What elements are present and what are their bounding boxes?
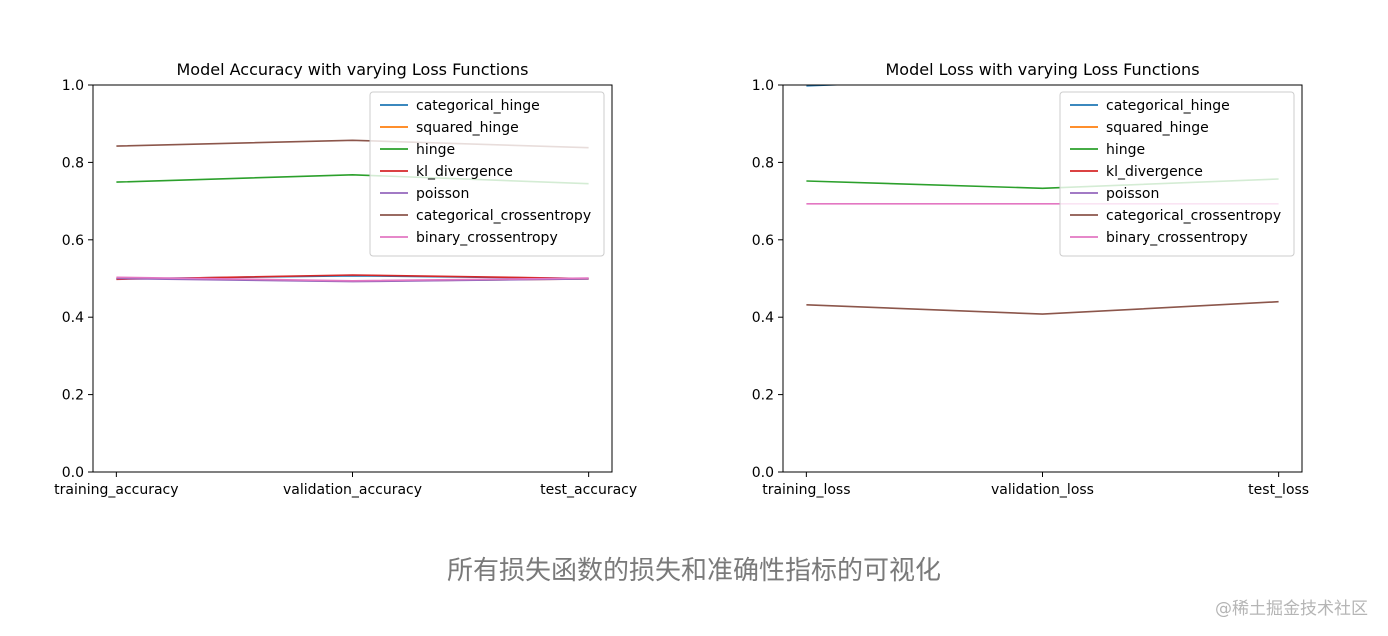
x-tick-label: test_loss — [1248, 482, 1309, 498]
y-tick-label: 0.4 — [62, 310, 84, 326]
y-tick-label: 0.8 — [62, 155, 84, 171]
legend-label: poisson — [416, 186, 469, 202]
legend-box — [369, 91, 605, 257]
y-tick-label: 0.6 — [62, 233, 84, 249]
x-tick-label: training_loss — [762, 482, 850, 498]
legend-box — [1059, 91, 1295, 257]
y-tick-label: 0.6 — [752, 233, 774, 249]
x-tick-label: validation_accuracy — [283, 482, 422, 498]
series-line-categorical-crossentropy — [806, 300, 1279, 315]
legend-label: kl_divergence — [416, 164, 513, 180]
legend-label: categorical_crossentropy — [1106, 208, 1281, 224]
watermark: @稀土掘金技术社区 — [1215, 599, 1368, 619]
y-tick-label: 0.0 — [62, 465, 84, 481]
legend-label: poisson — [1106, 186, 1159, 202]
series-lines — [116, 139, 589, 283]
chart-panel-2: Model Loss with varying Loss Functions 0.… — [752, 60, 1309, 498]
legend-label: categorical_hinge — [416, 98, 540, 114]
legend-label: hinge — [1106, 142, 1145, 158]
figure-caption: 所有损失函数的损失和准确性指标的可视化 — [446, 556, 941, 586]
chart-title: Model Accuracy with varying Loss Functio… — [176, 60, 528, 79]
y-tick-label: 0.0 — [752, 465, 774, 481]
legend-label: kl_divergence — [1106, 164, 1203, 180]
legend-label: binary_crossentropy — [1106, 230, 1248, 246]
chart-panel-1: Model Accuracy with varying Loss Functio… — [54, 60, 637, 498]
x-tick-label: test_accuracy — [540, 482, 637, 498]
legend-label: hinge — [416, 142, 455, 158]
legend-label: squared_hinge — [1106, 120, 1209, 136]
legend-label: categorical_hinge — [1106, 98, 1230, 114]
y-tick-label: 0.2 — [752, 388, 774, 404]
y-tick-label: 0.2 — [62, 388, 84, 404]
y-tick-label: 0.4 — [752, 310, 774, 326]
y-tick-label: 1.0 — [752, 78, 774, 94]
x-tick-label: validation_loss — [991, 482, 1094, 498]
chart-title: Model Loss with varying Loss Functions — [885, 60, 1199, 79]
legend-label: categorical_crossentropy — [416, 208, 591, 224]
legend-label: binary_crossentropy — [416, 230, 558, 246]
y-tick-label: 0.8 — [752, 155, 774, 171]
x-tick-label: training_accuracy — [54, 482, 178, 498]
series-line-binary-crossentropy — [116, 276, 589, 282]
y-tick-label: 1.0 — [62, 78, 84, 94]
legend-label: squared_hinge — [416, 120, 519, 136]
